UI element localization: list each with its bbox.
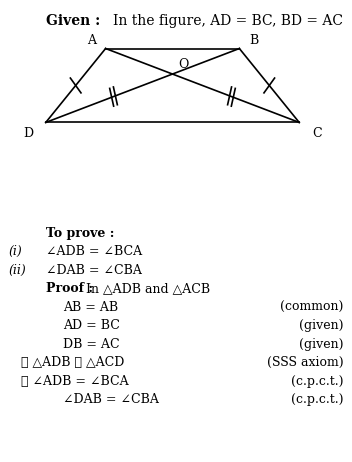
Text: B: B	[249, 34, 258, 47]
Text: In △ADB and △ACB: In △ADB and △ACB	[86, 282, 210, 295]
Text: ∠DAB = ∠CBA: ∠DAB = ∠CBA	[46, 264, 142, 277]
Text: (c.p.c.t.): (c.p.c.t.)	[291, 375, 343, 388]
Text: (given): (given)	[299, 338, 343, 351]
Text: Proof :: Proof :	[46, 282, 97, 295]
Text: ∠DAB = ∠CBA: ∠DAB = ∠CBA	[63, 393, 159, 406]
Text: (ii): (ii)	[9, 264, 26, 277]
Text: C: C	[312, 128, 322, 140]
Text: ∠ADB = ∠BCA: ∠ADB = ∠BCA	[46, 245, 142, 258]
Text: ∴ △ADB ≅ △ACD: ∴ △ADB ≅ △ACD	[21, 356, 125, 369]
Text: (SSS axiom): (SSS axiom)	[266, 356, 343, 369]
Text: (c.p.c.t.): (c.p.c.t.)	[291, 393, 343, 406]
Text: D: D	[23, 128, 33, 140]
Text: AB = AB: AB = AB	[63, 301, 119, 314]
Text: Given :: Given :	[46, 14, 105, 28]
Text: (given): (given)	[299, 319, 343, 332]
Text: (i): (i)	[9, 245, 23, 258]
Text: A: A	[87, 34, 96, 47]
Text: O: O	[178, 58, 188, 71]
Text: AD = BC: AD = BC	[63, 319, 120, 332]
Text: DB = AC: DB = AC	[63, 338, 120, 351]
Text: To prove :: To prove :	[46, 227, 114, 240]
Text: (common): (common)	[280, 301, 343, 314]
Text: In the figure, AD = BC, BD = AC: In the figure, AD = BC, BD = AC	[113, 14, 342, 28]
Text: ∴ ∠ADB = ∠BCA: ∴ ∠ADB = ∠BCA	[21, 375, 129, 388]
